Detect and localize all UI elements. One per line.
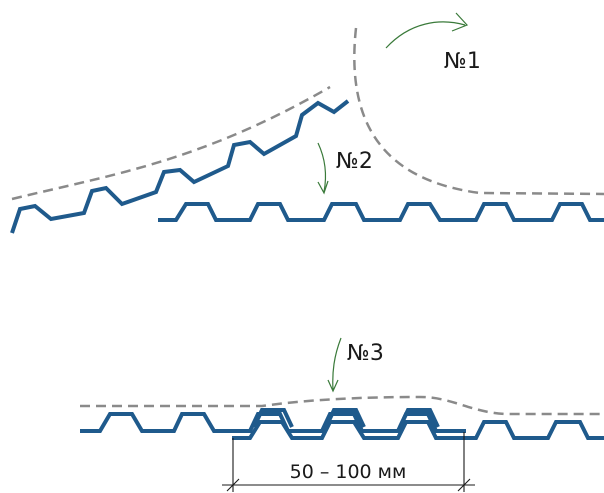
top-sheet	[232, 420, 604, 440]
tilted-sheet-guide	[11, 85, 331, 201]
down-arrowhead-3	[327, 379, 339, 393]
top-sheet-upper	[252, 408, 440, 428]
step1-label: №1	[444, 49, 481, 74]
down-arrowhead-2	[317, 180, 329, 195]
flat-sheet-upper	[158, 202, 604, 222]
dimension-tick-right	[457, 478, 471, 492]
down-arrow-3	[332, 337, 342, 391]
dimension-tick-left	[226, 478, 240, 492]
tilted-sheet	[10, 99, 350, 234]
step3-label: №3	[347, 341, 384, 366]
rotate-arrow	[385, 21, 466, 49]
dimension-label: 50 – 100 мм	[290, 461, 407, 483]
rotate-arrowhead	[451, 12, 469, 32]
down-arrow-2	[317, 142, 327, 193]
sheet-lift-arc	[353, 27, 604, 196]
overlap-guide	[80, 395, 604, 416]
step2-label: №2	[336, 149, 373, 174]
